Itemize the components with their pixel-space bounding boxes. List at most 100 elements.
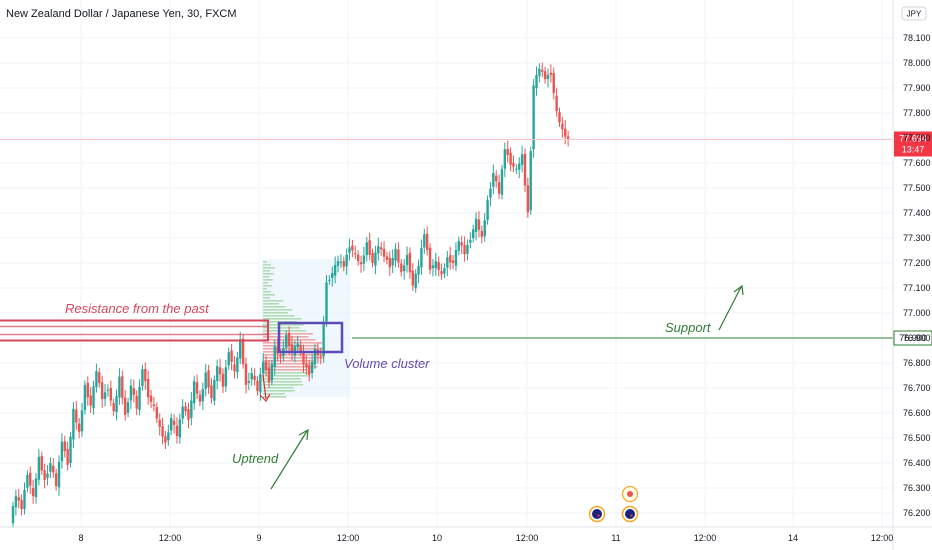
candle-body [190, 400, 193, 418]
nz-flag-star [597, 514, 600, 517]
candle-body [483, 220, 486, 237]
currency-badge-label: JPY [907, 10, 922, 19]
volume-bar [263, 381, 302, 383]
volume-bar [263, 312, 288, 314]
volume-bar [263, 306, 286, 308]
candle-body [247, 381, 251, 383]
candle-body [195, 382, 199, 394]
candle-body [31, 488, 35, 497]
candle-body [207, 370, 210, 388]
nz-flag-star [630, 514, 633, 517]
candle-body [356, 254, 360, 262]
candle-body [57, 461, 61, 488]
candle-body [109, 388, 112, 401]
y-tick-label: 77.500 [903, 183, 931, 193]
uptrend-label: Uptrend [232, 451, 279, 466]
candle-body [276, 347, 279, 354]
currency-badge-box [901, 6, 927, 21]
candle-body [256, 380, 259, 392]
support-arrow-head [733, 284, 744, 296]
volume-bar [263, 396, 287, 398]
price-axis[interactable]: 78.100 78.000 77.900 77.800 77.700 77.600 77.5… [903, 33, 931, 518]
candle-body [100, 382, 104, 400]
candle-body [54, 473, 58, 487]
candle-body [368, 240, 371, 255]
x-tick-label: 12:00 [516, 533, 539, 543]
candle-body [241, 338, 245, 365]
candle-body [244, 363, 248, 385]
candle-body [535, 74, 538, 89]
candle-body [152, 404, 156, 407]
candle-body [434, 261, 438, 269]
candle-body [112, 403, 115, 412]
volume-bar [263, 384, 304, 386]
candle-body [305, 363, 308, 368]
volume-bar [263, 357, 325, 359]
candle-body [333, 264, 337, 276]
candle-body [144, 368, 147, 382]
candle-body [20, 499, 23, 510]
candle-body [172, 420, 176, 425]
candle-body [155, 407, 159, 419]
volume-profile [262, 259, 350, 398]
volume-bar [263, 300, 284, 302]
candle-body [523, 153, 527, 186]
current-price-label: 77.694 [899, 134, 927, 144]
candle-body [184, 406, 187, 412]
y-tick-label: 76.300 [903, 483, 931, 493]
volume-bar [263, 345, 318, 347]
candle-body [411, 270, 415, 286]
candle-body [123, 397, 127, 415]
current-price-countdown: 13:47 [902, 145, 925, 155]
candle-body [230, 350, 233, 362]
x-tick-label: 12:00 [159, 533, 182, 543]
candle-body [431, 265, 435, 268]
y-tick-label: 77.600 [903, 158, 931, 168]
time-axis[interactable]: 8 12:00 9 12:00 10 12:00 11 12:00 14 12:00 [78, 533, 893, 543]
candle-body [379, 247, 383, 250]
candle-body [161, 426, 164, 437]
candle-body [164, 436, 167, 443]
candle-body [342, 261, 345, 267]
candle-body [397, 249, 400, 263]
candle-body [77, 423, 81, 432]
candle-body [474, 218, 478, 232]
volume-bar [263, 270, 270, 272]
candle-body [371, 253, 374, 263]
candle-body [11, 506, 15, 524]
volume-bar [263, 285, 272, 287]
candle-body [43, 470, 46, 480]
candle-body [520, 154, 524, 165]
candle-body [374, 252, 377, 266]
candle-body [141, 369, 144, 387]
candle-body [526, 185, 530, 213]
candle-body [103, 392, 107, 399]
candle-body [460, 242, 463, 246]
candle-body [477, 219, 481, 230]
currency-badge[interactable]: JPY [901, 6, 927, 21]
candle-body [385, 256, 389, 260]
candle-body [40, 456, 43, 471]
candle-body [319, 356, 322, 358]
candle-body [417, 266, 420, 275]
candle-body [466, 244, 469, 254]
volume-bar [263, 360, 315, 362]
candle-body [391, 258, 394, 266]
volume-cluster-box [277, 321, 344, 354]
candle-body [428, 247, 432, 270]
candle-body [52, 465, 55, 473]
candles [11, 62, 570, 528]
volume-bar [263, 327, 300, 329]
volume-bar [263, 282, 268, 284]
candle-body [181, 406, 184, 419]
candle-body [218, 367, 222, 375]
candle-body [503, 149, 507, 169]
volume-bar [263, 387, 294, 389]
candle-body [446, 257, 449, 268]
x-tick-label: 12:00 [694, 533, 717, 543]
candle-body [285, 334, 288, 348]
volume-bar [263, 366, 318, 368]
